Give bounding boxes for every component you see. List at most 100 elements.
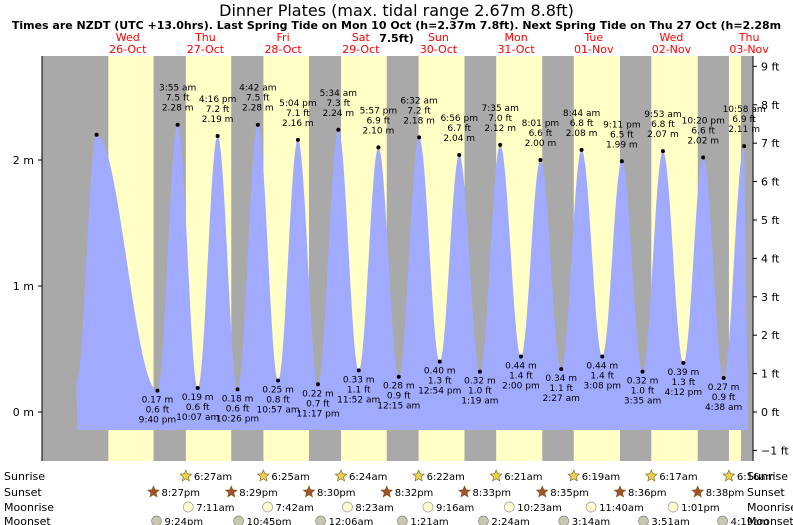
low-tide-point xyxy=(721,375,726,380)
high-tide-label: 6:56 pm xyxy=(440,114,478,124)
astro-time-label: 12:06am xyxy=(329,517,374,525)
astro-time-label: 6:22am xyxy=(427,472,465,483)
moonset-moon-icon xyxy=(315,515,326,525)
day-name-label: Thu xyxy=(738,31,760,44)
high-tide-label: 2.16 m xyxy=(282,119,314,129)
tide-curve xyxy=(76,124,749,430)
high-tide-point xyxy=(579,147,584,152)
low-tide-label: 0.32 m xyxy=(627,377,659,387)
astro-time-label: 6:19am xyxy=(582,472,620,483)
left-axis-tick-label: 0 m xyxy=(13,406,34,419)
sunset-star-icon xyxy=(380,485,394,498)
axes: 0 m 1 m 2 m −1 ft 0 ft 1 ft 2 ft 3 ft 4 ft 5 ft 6 … xyxy=(13,56,789,461)
moonset-moon-icon xyxy=(233,515,244,525)
high-tide-label: 2.11 m xyxy=(728,125,760,135)
astro-time-label: 6:25am xyxy=(271,472,309,483)
low-tide-label: 0.22 m xyxy=(302,389,334,399)
high-tide-label: 5:57 pm xyxy=(360,106,398,116)
low-tide-label: 1.1 ft xyxy=(549,384,573,394)
high-tide-label: 2.07 m xyxy=(647,130,679,140)
day-date-label: 30-Oct xyxy=(420,43,458,56)
astro-row-label-right: Moonrise xyxy=(747,501,793,514)
low-tide-label: 0.25 m xyxy=(262,386,294,396)
day-date-label: 01-Nov xyxy=(574,43,614,56)
astro-row-label-left: Moonrise xyxy=(4,501,54,514)
day-date-label: 03-Nov xyxy=(729,43,769,56)
left-axis-tick-label: 2 m xyxy=(13,154,34,167)
astro-time-label: 9:16am xyxy=(436,503,474,514)
astro-time-label: 8:33pm xyxy=(472,488,511,499)
right-axis-tick-label: −1 ft xyxy=(761,444,789,457)
astro-time-label: 8:30pm xyxy=(317,488,356,499)
high-tide-label: 6.7 ft xyxy=(447,124,471,134)
astro-time-label: 6:21am xyxy=(504,472,542,483)
low-tide-label: 0.44 m xyxy=(505,362,537,372)
sunset-star-icon xyxy=(535,485,549,498)
low-tide-label: 1:19 am xyxy=(461,397,498,407)
high-tide-label: 5:04 pm xyxy=(279,99,317,109)
high-tide-label: 7.3 ft xyxy=(326,99,350,109)
astro-time-label: 3:51am xyxy=(651,517,689,525)
low-tide-label: 0.27 m xyxy=(708,383,740,393)
right-axis-tick-label: 0 ft xyxy=(761,406,780,419)
sunrise-sun-icon xyxy=(489,469,503,482)
high-tide-label: 6.9 ft xyxy=(732,115,756,125)
high-tide-label: 7.2 ft xyxy=(407,106,431,116)
low-tide-label: 4:12 pm xyxy=(665,388,703,398)
day-date-label: 28-Oct xyxy=(264,43,302,56)
moonrise-moon-icon xyxy=(503,501,515,513)
high-tide-label: 7.2 ft xyxy=(206,105,230,115)
sunrise-sun-icon xyxy=(567,469,581,482)
low-tide-label: 12:15 am xyxy=(377,402,420,412)
high-tide-point xyxy=(376,145,381,150)
low-tide-label: 1.1 ft xyxy=(347,385,371,395)
low-tide-point xyxy=(235,387,240,392)
astro-time-label: 7:42am xyxy=(276,503,314,514)
high-tide-label: 7:35 am xyxy=(481,104,518,114)
high-tide-label: 2.28 m xyxy=(242,104,274,114)
low-tide-label: 1.4 ft xyxy=(509,372,533,382)
moonrise-moon-icon xyxy=(262,501,273,513)
day-name-label: Wed xyxy=(659,31,683,44)
day-name-label: Sun xyxy=(428,31,449,44)
right-axis-tick-label: 2 ft xyxy=(761,329,780,342)
high-tide-label: 6.5 ft xyxy=(610,130,634,140)
low-tide-label: 1.0 ft xyxy=(631,387,655,397)
moonset-moon-icon xyxy=(638,515,649,525)
high-tide-label: 2.18 m xyxy=(403,116,435,126)
high-tide-label: 6.6 ft xyxy=(529,129,553,139)
sunrise-sun-icon xyxy=(256,469,270,482)
moonrise-moon-icon xyxy=(422,501,434,513)
astro-time-label: 3:14am xyxy=(572,517,610,525)
astro-time-label: 1:21am xyxy=(410,517,448,525)
astro-time-label: 8:36pm xyxy=(628,488,667,499)
day-name-label: Mon xyxy=(504,31,527,44)
low-tide-point xyxy=(396,374,401,379)
astro-row-label-left: Moonset xyxy=(4,515,51,525)
day-name-label: Thu xyxy=(194,31,216,44)
low-tide-label: 1.3 ft xyxy=(672,378,696,388)
low-tide-point xyxy=(356,368,361,373)
low-tide-label: 0.33 m xyxy=(343,375,375,385)
high-tide-label: 6.8 ft xyxy=(570,119,594,129)
high-tide-point xyxy=(295,137,300,142)
high-tide-point xyxy=(175,122,180,127)
right-axis-tick-label: 8 ft xyxy=(761,99,780,112)
low-tide-label: 0.9 ft xyxy=(387,392,411,402)
high-tide-point xyxy=(215,134,220,139)
sunset-star-icon xyxy=(147,485,160,498)
right-axis-tick-label: 9 ft xyxy=(761,60,780,73)
high-tide-point xyxy=(538,158,543,162)
astro-time-label: 8:38pm xyxy=(706,488,745,499)
moonrise-moon-icon xyxy=(182,501,194,513)
astro-row-label-right: Sunset xyxy=(747,486,785,499)
high-tide-label: 2.02 m xyxy=(687,136,719,146)
day-name-label: Wed xyxy=(116,31,140,44)
low-tide-label: 0.9 ft xyxy=(712,393,736,403)
astro-row-label-right: Sunrise xyxy=(747,470,788,483)
high-tide-point xyxy=(742,144,747,149)
sunset-star-icon xyxy=(224,485,238,498)
tide-area xyxy=(76,124,749,430)
astro-time-label: 6:27am xyxy=(194,472,232,483)
low-tide-label: 0.7 ft xyxy=(306,399,330,409)
